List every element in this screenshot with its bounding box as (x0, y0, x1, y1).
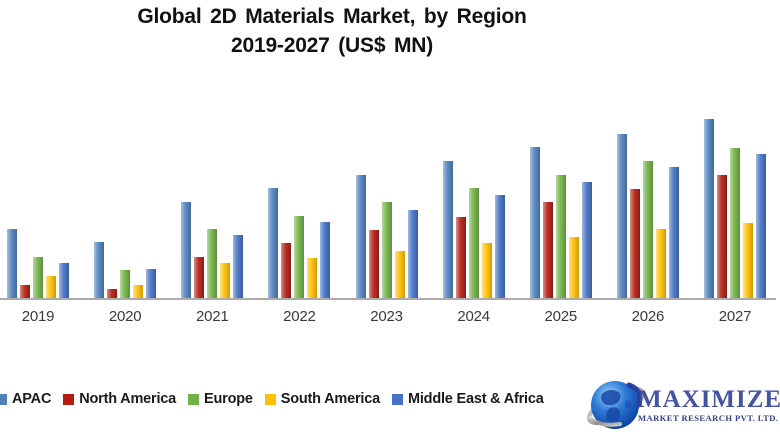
legend-item-south-america: South America (264, 391, 380, 407)
bar-apac-2019 (7, 229, 17, 298)
bar-north-america-2021 (194, 257, 205, 298)
bar-europe-2022 (294, 216, 305, 298)
bar-north-america-2023 (368, 230, 379, 298)
bar-apac-2024 (442, 161, 453, 298)
x-tick-label-2021: 2021 (195, 308, 229, 325)
bar-south-america-2025 (568, 237, 579, 298)
legend-item-middle-east-africa: Middle East & Africa (391, 391, 544, 407)
bar-group-2027 (704, 82, 766, 298)
bar-europe-2024 (468, 188, 479, 298)
bar-south-america-2026 (655, 229, 666, 298)
bar-apac-2021 (181, 202, 192, 298)
bar-europe-2019 (33, 257, 43, 298)
legend-label-europe: Europe (204, 391, 253, 407)
legend-item-europe: Europe (188, 391, 253, 407)
bar-europe-2027 (730, 148, 740, 298)
bar-group-2025 (529, 82, 592, 298)
bar-north-america-2020 (107, 289, 118, 298)
x-tick-label-2025: 2025 (544, 308, 578, 325)
chart-title: Global 2D Materials Market, by Region 20… (0, 3, 664, 61)
x-tick-label-2026: 2026 (631, 308, 665, 325)
legend-label-middle-east-africa: Middle East & Africa (407, 391, 544, 407)
bar-middle-east-africa-2025 (581, 182, 592, 298)
bar-north-america-2026 (629, 189, 640, 298)
bar-apac-2026 (616, 134, 627, 298)
legend-label-apac: APAC (12, 391, 52, 407)
bar-apac-2023 (355, 175, 366, 298)
legend-item-north-america: North America (63, 391, 176, 407)
bar-south-america-2021 (220, 263, 231, 298)
legend-label-south-america: South America (280, 391, 380, 407)
x-tick-label-2020: 2020 (108, 308, 142, 325)
bar-south-america-2023 (394, 251, 405, 298)
bar-europe-2026 (642, 161, 653, 298)
logo-name: MAXIMIZE (638, 386, 780, 414)
bar-group-2026 (616, 82, 679, 298)
bar-north-america-2022 (281, 243, 292, 298)
legend-label-north-america: North America (79, 391, 176, 407)
legend-swatch-europe (188, 393, 199, 405)
x-tick-label-2019: 2019 (21, 308, 55, 325)
bar-middle-east-africa-2027 (756, 154, 766, 298)
bar-group-2023 (355, 82, 418, 298)
x-axis-line (0, 298, 776, 300)
x-tick-label-2024: 2024 (457, 308, 490, 325)
x-axis-labels: 2019 2020 2021 2022 2023 2024 2025 2026 2027 (0, 308, 780, 325)
bar-chart-plot-area: 2019 2020 2021 2022 2023 2024 2025 2026 2027 (0, 82, 780, 325)
bar-north-america-2024 (455, 217, 466, 298)
bar-middle-east-africa-2024 (494, 195, 505, 298)
bar-apac-2027 (704, 119, 714, 298)
chart-legend: APAC North America Europe South America Midd… (0, 391, 544, 407)
bar-apac-2020 (94, 242, 105, 298)
bar-middle-east-africa-2020 (146, 269, 157, 298)
chart-title-line2: 2019-2027 (US$ MN) (231, 33, 433, 57)
plot-bars (0, 82, 780, 298)
bar-middle-east-africa-2019 (59, 263, 69, 298)
bar-europe-2025 (555, 175, 566, 298)
bar-middle-east-africa-2023 (407, 210, 418, 298)
bar-south-america-2022 (307, 258, 318, 298)
bar-europe-2023 (381, 202, 392, 298)
bar-north-america-2025 (542, 202, 553, 298)
legend-swatch-middle-east-africa (391, 393, 403, 405)
legend-swatch-north-america (63, 393, 75, 405)
x-tick-label-2023: 2023 (370, 308, 403, 325)
bar-europe-2020 (120, 270, 131, 298)
x-tick-label-2022: 2022 (283, 308, 316, 325)
bar-group-2020 (94, 82, 157, 298)
x-tick-label-2027: 2027 (718, 308, 752, 325)
bar-north-america-2019 (20, 285, 30, 298)
maximize-logo: MAXIMIZE MARKET RESEARCH PVT. LTD. (584, 371, 780, 439)
logo-text: MAXIMIZE MARKET RESEARCH PVT. LTD. (638, 387, 780, 423)
bar-group-2024 (442, 82, 505, 298)
legend-swatch-south-america (264, 393, 276, 405)
bar-middle-east-africa-2026 (668, 167, 679, 298)
bar-south-america-2020 (133, 285, 144, 298)
chart-title-line1: Global 2D Materials Market, by Region (137, 5, 527, 28)
bar-group-2021 (181, 82, 244, 298)
globe-icon (587, 381, 645, 429)
bar-apac-2022 (268, 188, 279, 298)
bar-middle-east-africa-2022 (320, 222, 331, 298)
legend-swatch-apac (0, 393, 7, 405)
legend-item-apac: APAC (0, 391, 51, 407)
logo-subtitle: MARKET RESEARCH PVT. LTD. (638, 413, 779, 424)
bar-europe-2021 (207, 229, 218, 298)
bar-north-america-2027 (717, 175, 727, 298)
bar-middle-east-africa-2021 (233, 235, 244, 298)
bar-apac-2025 (529, 147, 540, 298)
bar-group-2019 (7, 82, 69, 298)
bar-south-america-2027 (743, 223, 753, 298)
bar-south-america-2019 (46, 276, 56, 298)
bar-group-2022 (268, 82, 331, 298)
bar-south-america-2024 (481, 243, 492, 298)
